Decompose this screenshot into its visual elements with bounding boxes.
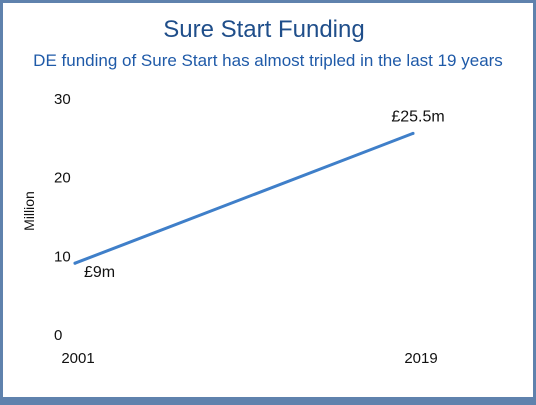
chart-subtitle: DE funding of Sure Start has almost trip… <box>33 51 503 70</box>
x-axis-ticks: 2001 2019 <box>61 350 437 367</box>
y-axis-label: Million <box>21 191 37 231</box>
y-tick-label-0: 0 <box>54 327 62 344</box>
series-group <box>73 131 415 265</box>
data-label-2001: £9m <box>84 264 115 281</box>
data-label-2019: £25.5m <box>391 108 444 125</box>
data-point-2019 <box>411 131 415 135</box>
y-tick-label-20: 20 <box>54 170 71 187</box>
x-tick-label-2001: 2001 <box>61 350 94 367</box>
y-axis-ticks: 0 10 20 30 <box>54 91 71 344</box>
chart-title: Sure Start Funding <box>163 16 364 43</box>
y-tick-label-10: 10 <box>54 248 71 265</box>
data-point-2001 <box>73 261 77 265</box>
series-line-0 <box>73 131 415 265</box>
data-labels: £9m £25.5m <box>84 108 445 281</box>
x-tick-label-2019: 2019 <box>404 350 437 367</box>
y-tick-label-30: 30 <box>54 91 71 108</box>
